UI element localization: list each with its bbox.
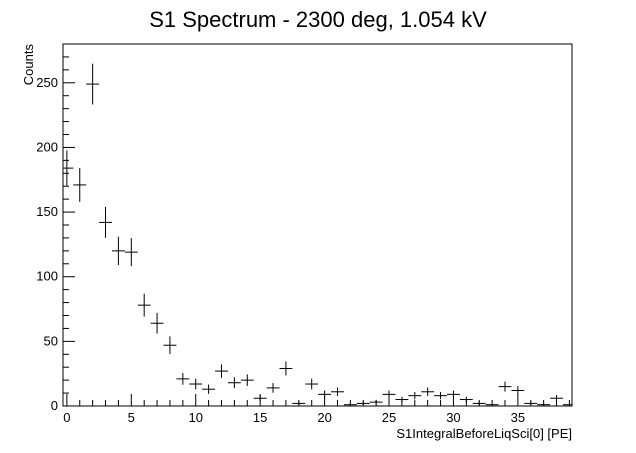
y-tick-label: 0	[51, 398, 58, 413]
y-tick-label: 50	[44, 333, 58, 348]
y-tick-label: 150	[36, 204, 58, 219]
data-point	[150, 312, 164, 334]
x-tick-label: 0	[63, 410, 70, 425]
data-point	[240, 374, 254, 386]
y-tick-label: 250	[36, 75, 58, 90]
data-point	[408, 392, 422, 400]
data-point	[498, 381, 512, 392]
data-point	[459, 396, 473, 403]
data-point	[124, 238, 138, 267]
data-point	[266, 383, 280, 393]
x-tick-label: 35	[511, 410, 525, 425]
data-point	[279, 361, 293, 376]
data-point	[163, 336, 177, 355]
x-tick-label: 25	[382, 410, 396, 425]
data-point	[331, 387, 344, 397]
data-point	[421, 387, 435, 397]
data-point	[447, 390, 460, 399]
data-point	[395, 396, 409, 403]
data-point	[356, 401, 370, 406]
data-point	[434, 392, 448, 400]
y-tick-label: 100	[36, 269, 58, 284]
x-axis-title: S1IntegralBeforeLiqSci[0] [PE]	[396, 426, 572, 441]
data-point	[562, 403, 572, 406]
data-point	[485, 403, 499, 406]
data-point	[202, 384, 216, 394]
data-points	[63, 63, 572, 406]
data-point	[550, 395, 563, 402]
data-point	[253, 395, 267, 402]
x-axis: 0 5 10 15 20 25 30 35	[63, 394, 570, 425]
data-point	[343, 403, 357, 406]
data-point	[382, 390, 396, 399]
data-point	[63, 150, 74, 186]
data-point	[524, 401, 538, 406]
data-point	[137, 293, 151, 317]
y-axis-title: Counts	[21, 44, 36, 86]
y-axis: 0 50 100 150 200 250	[36, 43, 75, 413]
data-point	[292, 401, 306, 406]
x-tick-label: 10	[188, 410, 202, 425]
chart-title: S1 Spectrum - 2300 deg, 1.054 kV	[149, 7, 487, 32]
data-point	[99, 207, 112, 238]
data-point	[305, 378, 319, 390]
x-tick-label: 15	[253, 410, 267, 425]
data-point	[227, 377, 241, 389]
x-tick-label: 5	[128, 410, 135, 425]
data-point	[472, 401, 486, 406]
data-point	[86, 63, 100, 105]
data-point	[189, 378, 203, 390]
x-tick-label: 30	[446, 410, 460, 425]
y-tick-label: 200	[36, 139, 58, 154]
data-point	[318, 390, 332, 399]
data-point	[537, 403, 551, 406]
data-point	[111, 236, 125, 266]
data-point	[176, 372, 190, 385]
data-point	[369, 399, 383, 405]
plot-frame	[62, 43, 573, 407]
data-point	[511, 386, 525, 395]
data-point	[215, 364, 228, 378]
data-point	[73, 168, 87, 202]
x-tick-label: 20	[317, 410, 331, 425]
